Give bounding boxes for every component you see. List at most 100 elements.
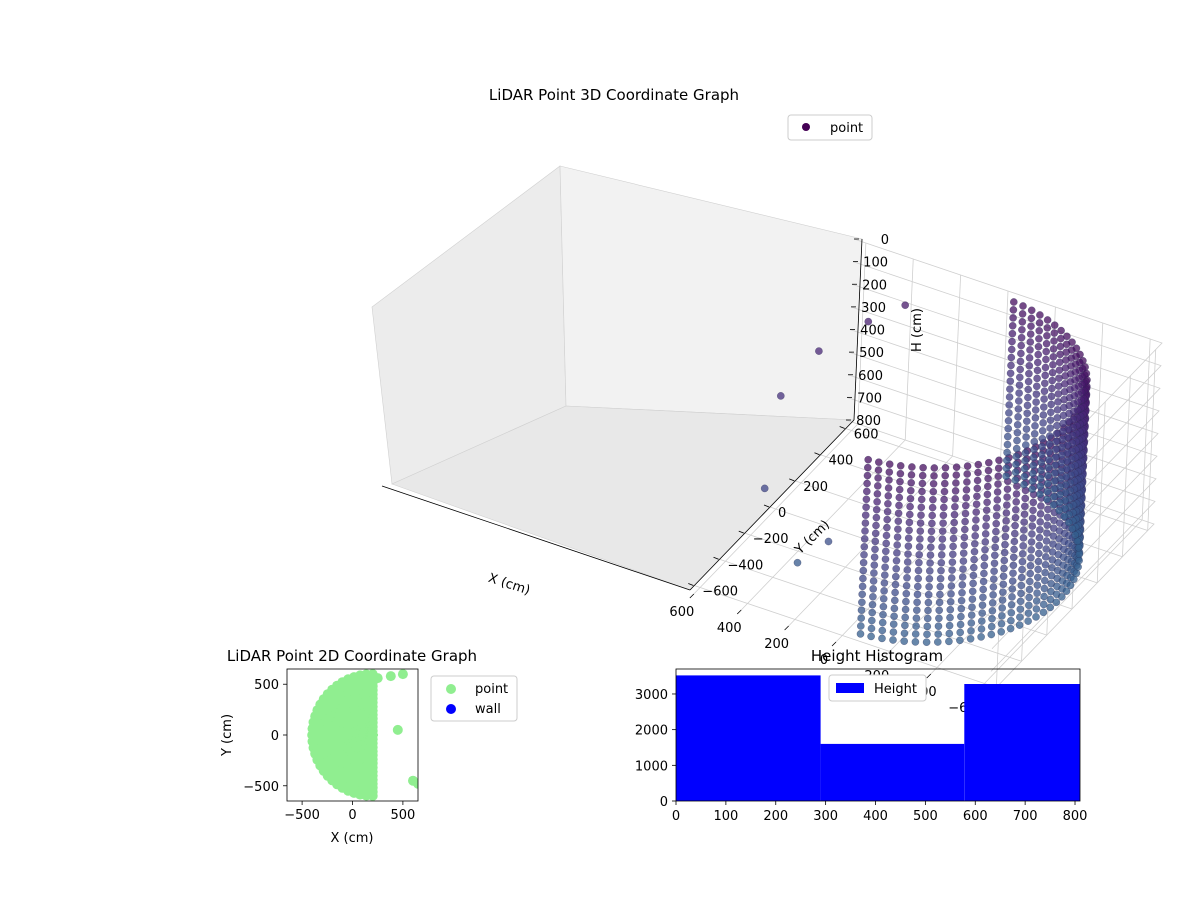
legend-label-point-3d: point (830, 121, 863, 136)
point-3d-932 (1024, 377, 1033, 386)
point-3d-285 (1028, 514, 1037, 523)
point-3d-892 (1038, 434, 1047, 443)
point-3d-858 (1049, 353, 1058, 361)
point-3d-0 (974, 460, 983, 469)
point-3d-887 (1040, 395, 1048, 403)
point-3d-144 (928, 511, 937, 520)
point-3d-453 (858, 582, 867, 591)
point-3d-994 (901, 301, 910, 310)
point-3d-361 (1034, 565, 1042, 574)
y-tick-mark-6 (839, 426, 845, 429)
point-3d-365 (1032, 597, 1041, 605)
point-3d-47 (984, 466, 993, 475)
y-tick-label-0: −600 (702, 584, 738, 599)
point-3d-443 (862, 503, 870, 512)
point-3d-166 (1003, 493, 1011, 501)
point-3d-155 (924, 598, 933, 607)
point-3d-224 (1008, 585, 1017, 593)
point-3d-848 (1051, 461, 1060, 470)
point-3d-925 (1027, 322, 1035, 331)
point-3d-75 (950, 510, 959, 519)
point-3d-597 (1072, 569, 1081, 578)
x-label-2d: X (cm) (331, 831, 374, 846)
y-tick-label-2d-0: −500 (243, 780, 279, 795)
z-axis-line (853, 238, 863, 421)
point-3d-246 (902, 589, 911, 598)
point-3d-847 (1051, 453, 1060, 462)
point-3d-267 (1018, 557, 1027, 566)
point-3d-185 (918, 471, 927, 480)
point-3d-103 (991, 543, 1000, 552)
y-tick-label-3: 0 (778, 506, 786, 521)
point-3d-983 (1005, 409, 1013, 417)
point-3d-359 (1034, 549, 1043, 558)
point-3d-5 (972, 500, 981, 509)
point-3d-444 (861, 511, 870, 520)
point-3d-737 (1071, 531, 1080, 539)
point-3d-917 (1030, 445, 1038, 454)
point-3d-305 (894, 509, 903, 518)
point-3d-356 (1036, 525, 1044, 534)
point-3d-401 (1043, 513, 1052, 522)
point-3d-844 (1052, 429, 1061, 438)
point-3d-222 (1009, 569, 1017, 578)
point-3d-116 (941, 471, 950, 480)
z-tick-label-3: 300 (861, 301, 886, 316)
point-3d-380 (870, 553, 879, 562)
grid-floor-y-6 (839, 426, 1148, 531)
point-3d-867 (1046, 424, 1054, 432)
point-3d-220 (1009, 553, 1018, 562)
point-3d-381 (870, 561, 879, 569)
point-3d-283 (1029, 498, 1038, 507)
point-3d-313 (891, 572, 900, 581)
point-3d-446 (861, 527, 869, 535)
point-3d-406 (1041, 553, 1050, 561)
legend-label-point-2d: point (475, 682, 508, 697)
point-3d-962 (1013, 428, 1022, 437)
point-3d-247 (902, 597, 910, 606)
point-3d-159 (923, 630, 931, 639)
point-3d-38 (958, 581, 967, 589)
point-3d-450 (859, 558, 868, 567)
point-3d-259 (1021, 494, 1030, 503)
point-3d-897 (1036, 474, 1045, 483)
point-3d-458 (856, 622, 865, 630)
point-3d-849 (1050, 469, 1059, 478)
point-3d-132 (935, 598, 944, 607)
point-3d-325 (884, 484, 893, 492)
point-3d-1 (974, 468, 982, 477)
point-3d-864 (1047, 400, 1056, 409)
point-3d-81 (948, 558, 957, 567)
point-3d-14 (969, 571, 978, 580)
point-3d-886 (1040, 387, 1049, 396)
pane-back (559, 165, 863, 421)
histogram-bar-0 (676, 675, 821, 801)
point-3d-297 (1024, 609, 1033, 618)
point-3d-447 (860, 535, 869, 543)
point-3d-229 (1006, 624, 1015, 633)
point-3d-37 (958, 573, 967, 581)
point-3d-958 (1014, 397, 1023, 405)
point-3d-104 (990, 551, 999, 560)
grid-h-8 (845, 419, 1155, 695)
point-2d-495 (367, 790, 378, 801)
point-3d-895 (1037, 458, 1046, 467)
x-tick-label-hist-4: 400 (863, 809, 888, 824)
point-3d-7 (972, 516, 980, 524)
x-tick-label-2d-1: 0 (348, 808, 356, 823)
point-3d-4 (973, 492, 981, 501)
y-tick-label-1: −400 (728, 558, 764, 573)
point-3d-55 (981, 530, 990, 538)
point-3d-933 (1024, 385, 1033, 394)
point-3d-971 (1009, 314, 1017, 322)
y-label-2d: Y (cm) (220, 714, 235, 757)
z-tick-label-6: 600 (858, 369, 883, 384)
point-3d-29 (961, 509, 970, 518)
point-3d-43 (956, 620, 965, 629)
point-3d-408 (1041, 568, 1049, 577)
point-3d-231 (907, 471, 916, 479)
point-3d-326 (884, 492, 893, 500)
point-3d-181 (998, 612, 1006, 620)
point-3d-374 (872, 505, 881, 514)
point-3d-454 (858, 590, 867, 599)
